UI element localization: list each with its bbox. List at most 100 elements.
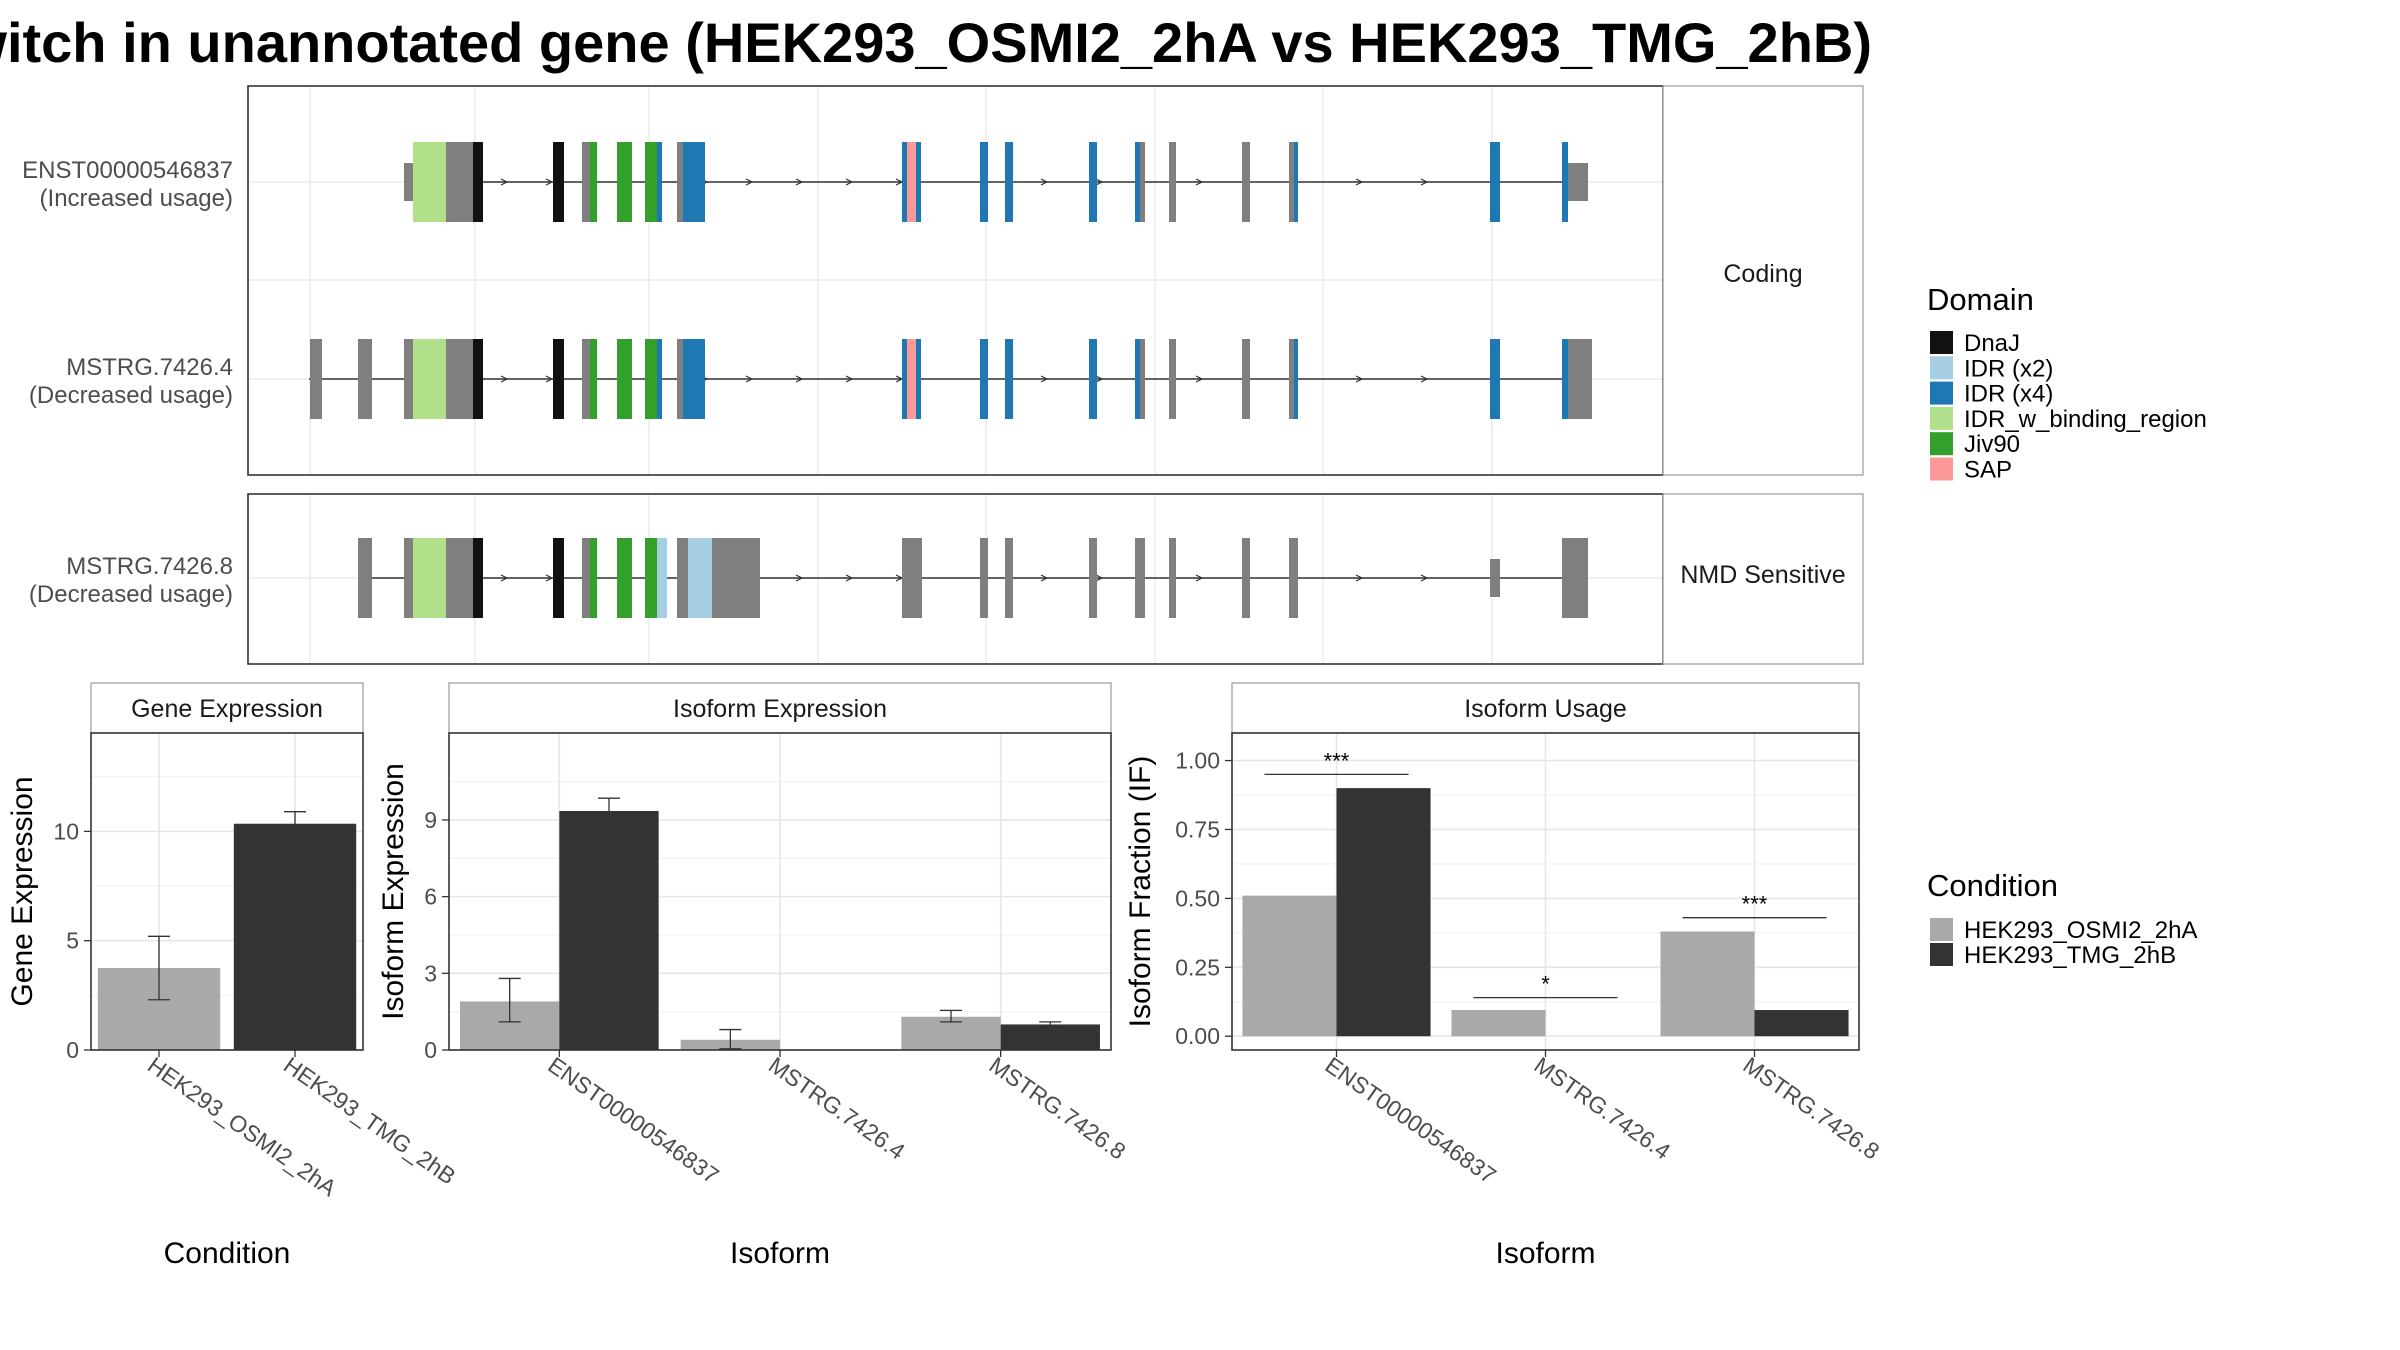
transcript-usage-label-0: (Increased usage) [40,185,233,212]
gene-expression-plot-border [90,732,364,1051]
isoform-expression-bar [1000,1024,1100,1050]
track-mstrg-7426-8-domain-jiv90 [645,538,657,618]
track-mstrg-7426-4-domain-idr-x4- [902,339,907,419]
condition-legend-label-0: HEK293_OSMI2_2hA [1964,917,2197,944]
transcript-label-0: ENST00000546837 [22,157,233,184]
track-enst00000546837-domain-idr-x4- [1490,142,1500,222]
isoform-expression-strip-label: Isoform Expression [673,695,887,723]
track-enst00000546837-exon [404,163,413,201]
condition-legend-label-1: HEK293_TMG_2hB [1964,942,2176,969]
isoform-usage-significance-label: *** [1324,748,1350,773]
track-mstrg-7426-4-domain-idr-x4- [1490,339,1500,419]
track-mstrg-7426-4-domain-idr-x4- [916,339,921,419]
track-enst00000546837-domain-idr-x4- [657,142,662,222]
track-mstrg-7426-4-domain-idr-x4- [1562,339,1568,419]
nmd-facet-label: NMD Sensitive [1680,561,1845,589]
track-mstrg-7426-8-direction-arrow [845,574,854,582]
track-enst00000546837-exon [677,142,683,222]
track-mstrg-7426-4-direction-arrow [1420,375,1429,383]
isoform-usage-y-tick-label: 0.00 [1175,1023,1220,1049]
track-mstrg-7426-8-exon [358,538,372,618]
domain-legend-key-1 [1930,356,1953,380]
isoform-expression-x-axis-title: Isoform [730,1237,830,1270]
track-mstrg-7426-8-direction-arrow [795,574,804,582]
track-enst00000546837-domain-idr-x4- [980,142,988,222]
track-mstrg-7426-4-domain-idr-x4- [1089,339,1097,419]
track-enst00000546837-domain-idr-x4- [683,142,688,222]
track-mstrg-7426-4-exon [358,339,372,419]
isoform-usage-bar [1336,788,1431,1037]
track-mstrg-7426-4-exon [310,339,322,419]
track-enst00000546837-domain-idr-w-binding-region [413,142,446,222]
isoform-expression-strip [448,682,1112,734]
isoform-expression-y-axis-title: Isoform Expression [377,763,410,1020]
track-mstrg-7426-8-exon [1490,559,1500,597]
condition-legend-title: Condition [1927,868,2058,903]
track-mstrg-7426-4-exon [677,339,683,419]
track-enst00000546837-exon [582,142,590,222]
isoform-usage-y-tick-label: 1.00 [1175,748,1220,774]
isoform-usage-y-axis-title: Isoform Fraction (IF) [1124,756,1157,1028]
isoform-usage-y-tick-label: 0.75 [1175,816,1220,842]
isoform-expression-x-tick-label: MSTRG.7426.4 [764,1052,910,1165]
domain-legend-key-3 [1930,406,1953,430]
track-enst00000546837-domain-idr-x4- [1294,142,1298,222]
track-mstrg-7426-8-domain-idr-w-binding-region [413,538,446,618]
nmd-facet-strip [1662,493,1864,665]
track-mstrg-7426-4-direction-arrow [745,375,754,383]
track-mstrg-7426-8-exon [1242,538,1250,618]
track-enst00000546837-domain-idr-x4- [1562,142,1568,222]
isoform-usage-strip [1231,682,1860,734]
track-mstrg-7426-4-direction-arrow [1195,375,1204,383]
track-mstrg-7426-4-domain-idr-x4- [683,339,688,419]
track-mstrg-7426-8-domain-jiv90 [617,538,632,618]
gene-expression-x-axis-title: Condition [164,1237,291,1270]
domain-legend-label-3: IDR_w_binding_region [1964,406,2207,433]
isoform-usage-x-tick-label: MSTRG.7426.4 [1530,1052,1676,1165]
isoform-expression-y-tick-label: 6 [424,884,437,910]
track-mstrg-7426-8-exon [1005,538,1013,618]
track-mstrg-7426-8-exon [1089,538,1097,618]
track-enst00000546837-direction-arrow [500,178,509,186]
domain-legend-title: Domain [1927,282,2034,317]
isoform-usage-y-tick-label: 0.25 [1175,954,1220,980]
track-mstrg-7426-4-direction-arrow [1355,375,1364,383]
transcript-label-1: MSTRG.7426.4 [66,354,233,381]
track-mstrg-7426-4-direction-arrow [845,375,854,383]
isoform-usage-bar [1660,931,1755,1037]
isoform-usage-y-tick-label: 0.50 [1175,885,1220,911]
domain-legend-key-5 [1930,457,1953,481]
track-mstrg-7426-8-domain-dnaj [553,538,564,618]
track-mstrg-7426-8-exon [712,538,760,618]
track-mstrg-7426-8-exon [1289,538,1298,618]
track-enst00000546837-direction-arrow [1420,178,1429,186]
track-enst00000546837-exon [1568,163,1588,201]
track-enst00000546837-domain-idr-x4- [688,142,705,222]
track-mstrg-7426-4-direction-arrow [500,375,509,383]
track-mstrg-7426-4-domain-dnaj [553,339,564,419]
track-enst00000546837-domain-idr-x4- [902,142,907,222]
domain-legend-label-2: IDR (x4) [1964,381,2053,408]
track-mstrg-7426-4-domain-idr-x4- [1294,339,1298,419]
track-enst00000546837-domain-idr-x4- [1135,142,1140,222]
track-enst00000546837-direction-arrow [1355,178,1364,186]
coding-facet-strip [1662,85,1864,476]
transcript-usage-label-2: (Decreased usage) [29,581,233,608]
isoform-usage-x-axis-title: Isoform [1495,1237,1595,1270]
track-enst00000546837-domain-dnaj [553,142,564,222]
track-mstrg-7426-4-domain-sap [907,339,916,419]
chart-title-clip: Isoform switch in unannotated gene (HEK2… [0,6,1872,76]
track-enst00000546837-domain-jiv90 [645,142,657,222]
track-mstrg-7426-4-direction-arrow [545,375,554,383]
chart-title: Isoform switch in unannotated gene (HEK2… [0,11,1872,74]
transcript-label-2: MSTRG.7426.8 [66,553,233,580]
track-mstrg-7426-8-direction-arrow [1195,574,1204,582]
track-mstrg-7426-4-exon [1242,339,1250,419]
gene-expression-y-axis-title: Gene Expression [6,776,39,1006]
isoform-usage-x-tick-label: MSTRG.7426.8 [1739,1052,1885,1165]
domain-legend-label-5: SAP [1964,457,2012,484]
track-enst00000546837-domain-idr-x4- [1005,142,1013,222]
track-mstrg-7426-8-exon [446,538,473,618]
track-mstrg-7426-8-domain-idr-x2- [657,538,667,618]
